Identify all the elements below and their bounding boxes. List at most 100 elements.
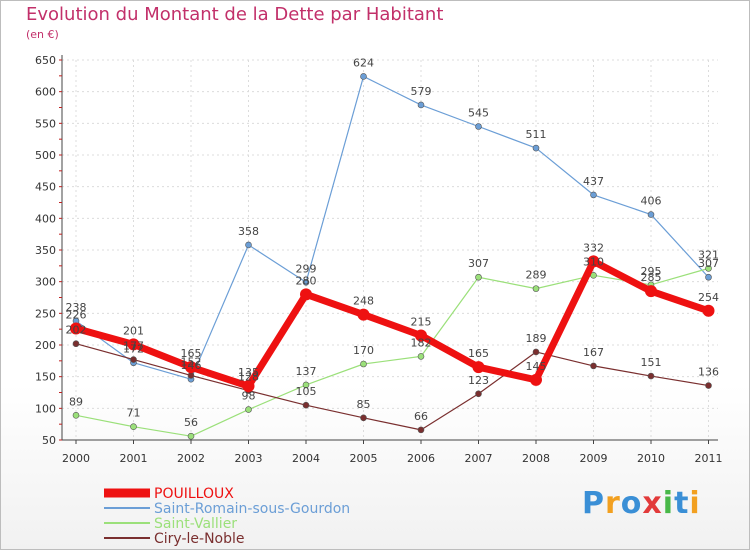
x-tick-label: 2005 xyxy=(350,452,378,465)
data-point xyxy=(357,308,370,321)
data-point xyxy=(475,273,482,281)
data-point xyxy=(590,362,597,370)
data-point xyxy=(475,390,482,398)
data-point xyxy=(127,338,140,351)
chart-subtitle: (en €) xyxy=(26,28,59,41)
data-label: 123 xyxy=(468,374,489,387)
data-label: 545 xyxy=(468,107,489,120)
data-point xyxy=(532,348,540,356)
data-label: 358 xyxy=(238,225,259,238)
data-label: 135 xyxy=(238,366,259,379)
data-label: 332 xyxy=(583,241,604,254)
data-label: 254 xyxy=(698,291,719,304)
data-label: 437 xyxy=(583,175,604,188)
y-tick-label: 500 xyxy=(35,149,56,162)
y-tick-label: 100 xyxy=(35,402,56,415)
data-point xyxy=(130,356,137,363)
data-label: 248 xyxy=(353,295,374,308)
data-point xyxy=(187,372,195,379)
data-label: 152 xyxy=(181,355,202,368)
logo-letter: o xyxy=(620,486,643,521)
data-point xyxy=(705,273,712,281)
data-label: 624 xyxy=(353,56,374,69)
x-tick-label: 2004 xyxy=(292,452,320,465)
data-label: 98 xyxy=(242,390,256,403)
data-label: 167 xyxy=(583,346,604,359)
y-tick-label: 600 xyxy=(35,86,56,99)
y-tick-label: 150 xyxy=(35,371,56,384)
data-label: 189 xyxy=(526,332,547,345)
logo-letter: i xyxy=(689,486,701,521)
x-tick-label: 2007 xyxy=(465,452,493,465)
data-point xyxy=(245,241,252,249)
data-label: 89 xyxy=(69,395,83,408)
data-point xyxy=(705,382,712,389)
chart-title: Evolution du Montant de la Dette par Hab… xyxy=(26,4,444,25)
data-label: 280 xyxy=(296,274,317,287)
x-tick-label: 2011 xyxy=(695,452,723,465)
data-point xyxy=(72,411,80,419)
data-label: 307 xyxy=(698,257,719,270)
data-label: 202 xyxy=(66,324,87,337)
logo-letter: i xyxy=(662,486,675,521)
data-point xyxy=(70,322,82,335)
data-label: 170 xyxy=(353,344,374,357)
series-line-3 xyxy=(75,343,709,431)
series-line-0 xyxy=(75,257,710,390)
data-point xyxy=(360,360,367,368)
y-tick-label: 400 xyxy=(35,212,56,225)
data-point xyxy=(532,144,540,152)
data-label: 136 xyxy=(698,366,719,379)
data-label: 406 xyxy=(641,195,662,208)
y-tick-label: 50 xyxy=(42,434,56,447)
x-tick-label: 2008 xyxy=(522,452,550,465)
x-tick-label: 2006 xyxy=(407,452,435,465)
legend-label: POUILLOUX xyxy=(154,486,234,502)
data-label: 295 xyxy=(641,265,662,278)
data-label: 128 xyxy=(238,371,259,384)
data-point xyxy=(302,278,310,286)
logo-letter: r xyxy=(605,486,621,521)
data-point xyxy=(417,101,425,109)
data-point xyxy=(647,372,655,380)
y-tick-label: 350 xyxy=(35,244,56,257)
legend-label: Saint-Vallier xyxy=(154,516,237,532)
legend-label: Saint-Romain-sous-Gourdon xyxy=(154,501,350,517)
y-tick-label: 450 xyxy=(35,181,56,194)
logo-letter: P xyxy=(582,486,605,521)
data-point xyxy=(245,406,252,413)
y-tick-label: 550 xyxy=(35,117,56,130)
data-point xyxy=(417,353,425,360)
data-point xyxy=(415,329,427,342)
legend-label: Ciry-le-Noble xyxy=(154,531,245,547)
data-label: 151 xyxy=(641,356,662,369)
data-label: 201 xyxy=(123,324,144,337)
data-point xyxy=(532,285,540,292)
data-label: 146 xyxy=(181,359,202,372)
data-label: 165 xyxy=(181,347,202,360)
data-point xyxy=(242,380,255,393)
data-label: 511 xyxy=(526,128,547,141)
data-point xyxy=(475,123,482,130)
data-point xyxy=(590,191,597,199)
y-tick-label: 250 xyxy=(35,307,56,320)
data-point xyxy=(185,361,197,374)
data-label: 299 xyxy=(296,262,317,275)
data-label: 310 xyxy=(583,255,604,268)
data-point xyxy=(530,373,542,386)
x-tick-label: 2003 xyxy=(235,452,263,465)
logo-letter: x xyxy=(642,486,663,521)
data-label: 238 xyxy=(66,301,87,314)
x-tick-label: 2010 xyxy=(637,452,665,465)
data-point xyxy=(702,304,715,317)
data-point xyxy=(187,432,195,440)
data-label: 182 xyxy=(411,336,432,349)
y-tick-label: 300 xyxy=(35,276,56,289)
data-label: 285 xyxy=(641,271,662,284)
y-tick-label: 650 xyxy=(35,54,56,67)
data-label: 85 xyxy=(357,398,371,411)
data-point xyxy=(360,414,367,422)
data-point xyxy=(705,265,712,272)
data-label: 226 xyxy=(66,309,87,322)
